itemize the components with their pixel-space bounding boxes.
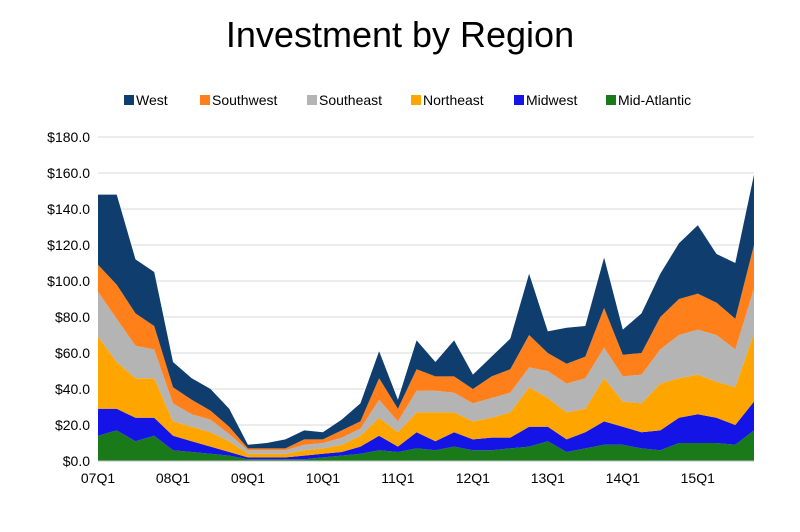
legend-swatch-midwest (514, 95, 524, 105)
chart-title: Investment by Region (225, 14, 575, 55)
x-tick-label: 15Q1 (681, 470, 715, 486)
legend-label-midwest: Midwest (526, 92, 577, 108)
y-tick-label: $0.0 (63, 453, 90, 469)
legend-label-mid-atlantic: Mid-Atlantic (618, 92, 691, 108)
legend-label-southeast: Southeast (319, 92, 382, 108)
y-tick-label: $120.0 (47, 237, 90, 253)
x-tick-label: 09Q1 (231, 470, 265, 486)
y-tick-label: $60.0 (55, 345, 90, 361)
legend-label-northeast: Northeast (423, 92, 484, 108)
legend-swatch-northeast (411, 95, 421, 105)
legend-swatch-mid-atlantic (606, 95, 616, 105)
y-tick-label: $140.0 (47, 201, 90, 217)
y-tick-label: $160.0 (47, 165, 90, 181)
y-tick-label: $40.0 (55, 381, 90, 397)
legend-swatch-southeast (307, 95, 317, 105)
area-series-midwest (98, 401, 754, 460)
legend-swatch-southwest (200, 95, 210, 105)
area-series-mid-atlantic (98, 430, 754, 461)
x-tick-label: 08Q1 (156, 470, 190, 486)
legend-label-west: West (136, 92, 168, 108)
y-tick-label: $20.0 (55, 417, 90, 433)
x-tick-label: 14Q1 (606, 470, 640, 486)
legend-swatch-west (124, 95, 134, 105)
y-tick-label: $80.0 (55, 309, 90, 325)
x-tick-label: 10Q1 (306, 470, 340, 486)
x-tick-label: 12Q1 (456, 470, 490, 486)
y-tick-label: $180.0 (47, 129, 90, 145)
legend-label-southwest: Southwest (212, 92, 277, 108)
area-series-northeast (98, 333, 754, 458)
x-tick-label: 13Q1 (531, 470, 565, 486)
x-tick-label: 11Q1 (381, 470, 414, 486)
x-tick-label: 07Q1 (81, 470, 115, 486)
y-tick-label: $100.0 (47, 273, 90, 289)
